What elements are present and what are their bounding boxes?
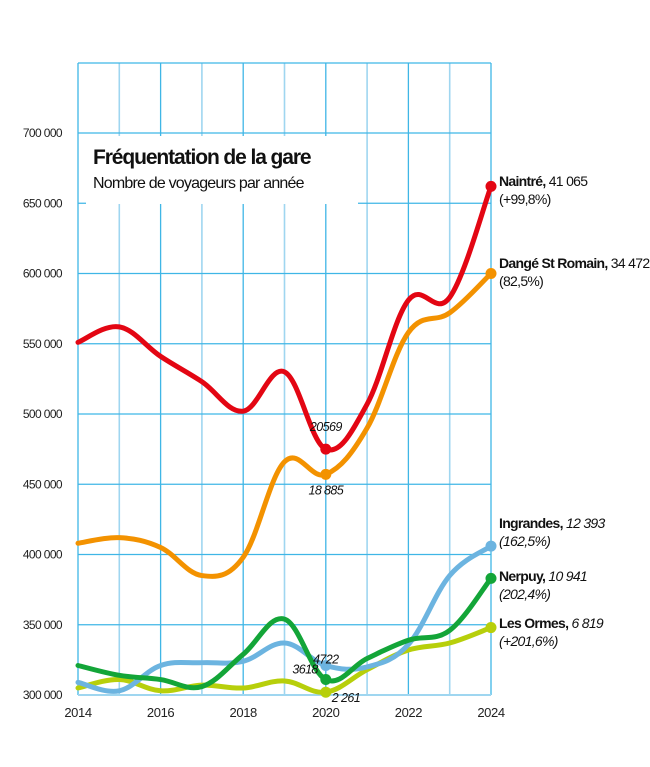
- series-line-dang-st-romain: [75, 271, 494, 579]
- y-tick-label: 600 000: [23, 267, 63, 281]
- x-tick-label: 2016: [147, 705, 174, 720]
- series-label: Naintré, 41 065 (+99,8%): [499, 172, 588, 208]
- data-point-naintr--2020: [320, 443, 332, 455]
- series-label: Nerpuy, 10 941 (202,4%): [499, 567, 588, 603]
- series-line-nerpuy: [75, 575, 494, 691]
- series-label-value: 41 065: [545, 173, 588, 189]
- series-label-value: 12 393: [562, 515, 605, 531]
- x-tick-label: 2024: [477, 705, 504, 720]
- data-point-les-ormes-2020: [320, 686, 332, 698]
- annotation-label: 18 885: [308, 483, 343, 497]
- series-label-change: (+99,8%): [499, 191, 551, 207]
- x-tick-label: 2018: [230, 705, 257, 720]
- y-tick-label: 650 000: [23, 196, 63, 210]
- series-label-name: Ingrandes,: [499, 515, 563, 531]
- series-label: Les Ormes, 6 819 (+201,6%): [499, 614, 604, 650]
- y-tick-label: 400 000: [23, 548, 63, 562]
- series-label-name: Dangé St Romain,: [499, 255, 608, 271]
- data-point-nerpuy-2020: [320, 674, 332, 686]
- series-label-change: (202,4%): [499, 586, 551, 602]
- data-point-ingrandes-2024: [485, 540, 497, 552]
- y-tick-label: 300 000: [23, 688, 63, 702]
- data-point-nerpuy-2024: [485, 572, 497, 584]
- series-points: [320, 180, 497, 698]
- data-point-ingrandes-2020: [320, 659, 332, 671]
- series-label-name: Naintré,: [499, 173, 546, 189]
- annotation-label: 3618: [292, 663, 318, 677]
- series-line-les-ormes: [75, 625, 494, 695]
- series-label-change: (162,5%): [499, 533, 551, 549]
- y-tick-label: 450 000: [23, 477, 63, 491]
- chart-title: Fréquentation de la gare: [93, 146, 312, 169]
- series-label-value: 10 941: [545, 568, 587, 584]
- x-axis: 2014 2016 2018 2020 2022 2024: [64, 705, 505, 720]
- series-label: Dangé St Romain, 34 472 (82,5%): [499, 254, 650, 290]
- chart-subtitle: Nombre de voyageurs par année: [93, 175, 305, 192]
- series-label: Ingrandes, 12 393 (162,5%): [499, 514, 605, 550]
- data-point-dang-st-romain-2020: [320, 468, 332, 480]
- y-tick-label: 700 000: [23, 126, 63, 140]
- series-line-naintr-: [75, 183, 494, 453]
- annotation-label: 4722: [313, 652, 339, 666]
- series-label-value: 6 819: [568, 615, 603, 631]
- y-tick-label: 350 000: [23, 618, 63, 632]
- title-box: [86, 136, 358, 204]
- x-tick-label: 2020: [312, 705, 339, 720]
- series-lines: [75, 183, 494, 695]
- series-line-ingrandes: [75, 543, 494, 694]
- annotation-label: 20569: [309, 420, 342, 434]
- series-label-change: (82,5%): [499, 273, 544, 289]
- series-label-name: Les Ormes,: [499, 615, 569, 631]
- data-point-les-ormes-2024: [485, 622, 497, 634]
- y-tick-label: 550 000: [23, 337, 63, 351]
- data-point-dang-st-romain-2024: [485, 268, 497, 279]
- y-tick-label: 500 000: [23, 407, 63, 421]
- x-tick-label: 2022: [395, 705, 422, 720]
- x-tick-label: 2014: [64, 705, 91, 720]
- series-label-change: (+201,6%): [499, 633, 558, 649]
- annotation-label: 2 261: [331, 691, 360, 705]
- series-label-value: 34 472: [607, 255, 650, 271]
- data-point-naintr--2024: [485, 180, 497, 192]
- series-label-name: Nerpuy,: [499, 568, 546, 584]
- y-axis: 300 000 350 000 400 000 450 000 500 000 550 0…: [23, 126, 64, 702]
